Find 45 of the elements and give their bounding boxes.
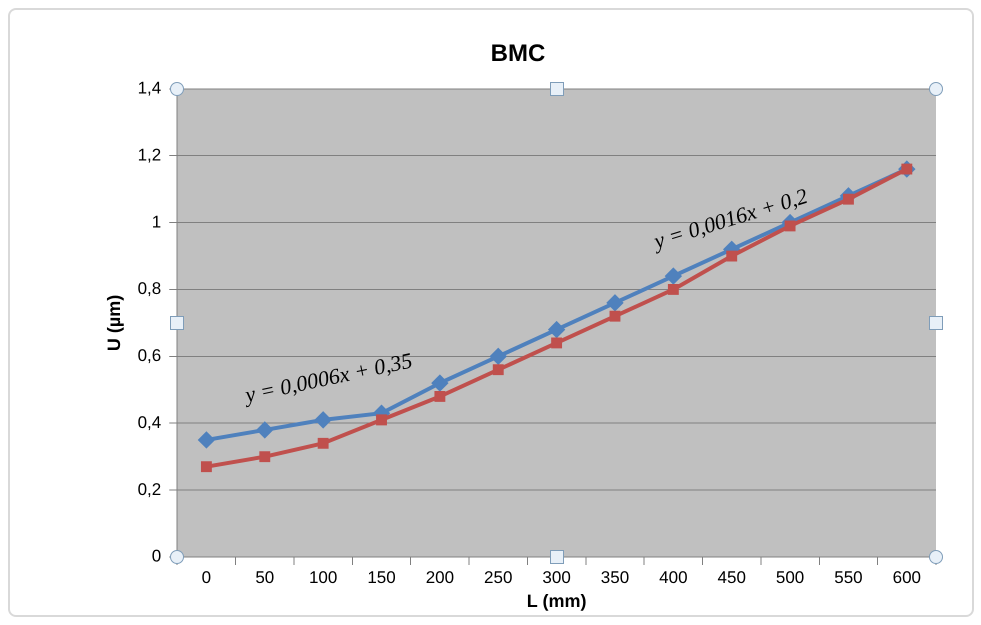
x-tick-label: 500 <box>776 568 804 587</box>
point <box>318 438 329 449</box>
x-tick-label: 0 <box>202 568 212 587</box>
y-tick-label: 0,6 <box>138 346 162 366</box>
point <box>551 338 562 348</box>
x-tick-label: 100 <box>308 568 338 587</box>
point <box>606 294 624 312</box>
point <box>434 391 446 402</box>
x-tick-label: 150 <box>367 568 396 587</box>
point <box>726 250 738 262</box>
point <box>200 461 212 472</box>
x-tick-label: 50 <box>255 568 274 587</box>
y-tick-label: 1,2 <box>138 145 162 164</box>
x-tick-label: 250 <box>484 568 512 587</box>
point <box>259 451 270 462</box>
annotation: y = 0,0016x + 0,2 <box>648 183 810 254</box>
x-tick-label: 300 <box>542 568 571 587</box>
point <box>492 364 504 376</box>
y-tick-label: 0,4 <box>138 412 162 432</box>
point <box>490 348 507 365</box>
x-axis-title: L (mm) <box>526 591 586 612</box>
x-tick-label: 550 <box>834 568 863 587</box>
point <box>664 268 682 285</box>
point <box>843 194 854 205</box>
point <box>256 421 274 438</box>
point <box>376 414 387 426</box>
y-tick-label: 0 <box>152 546 162 566</box>
chart-title: BMC <box>490 40 546 68</box>
point <box>548 321 566 338</box>
point <box>314 411 332 428</box>
point <box>610 310 620 322</box>
y-axis-title: U (µm) <box>104 294 124 352</box>
y-tick-label: 0,8 <box>138 279 162 298</box>
y-tick-label: 0,2 <box>138 480 162 499</box>
y-tick-label: 1 <box>152 212 162 232</box>
x-tick-label: 350 <box>600 568 630 587</box>
y-tick-label: 1,4 <box>138 78 162 98</box>
point <box>668 284 679 295</box>
x-tick-label: 450 <box>718 568 746 587</box>
x-tick-label: 400 <box>659 568 688 587</box>
x-tick-label: 600 <box>892 568 922 587</box>
point <box>198 431 215 448</box>
annotation: y = 0,0006x + 0,35 <box>240 347 414 408</box>
x-tick-label: 200 <box>426 568 454 587</box>
point <box>431 374 448 392</box>
